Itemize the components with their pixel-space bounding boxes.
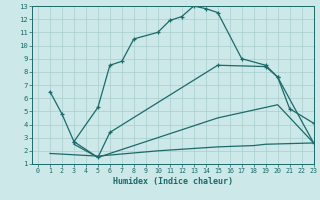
X-axis label: Humidex (Indice chaleur): Humidex (Indice chaleur): [113, 177, 233, 186]
